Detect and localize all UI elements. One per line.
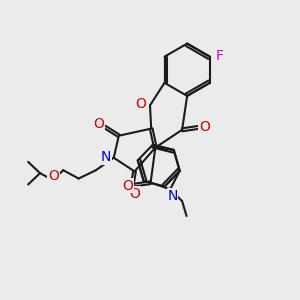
Text: O: O <box>129 187 140 201</box>
Text: F: F <box>216 49 224 63</box>
Text: N: N <box>167 189 178 203</box>
Text: O: O <box>93 117 104 131</box>
Text: O: O <box>199 120 210 134</box>
Text: O: O <box>122 179 133 193</box>
Text: O: O <box>48 169 59 183</box>
Text: N: N <box>101 150 112 164</box>
Text: O: O <box>135 97 146 111</box>
